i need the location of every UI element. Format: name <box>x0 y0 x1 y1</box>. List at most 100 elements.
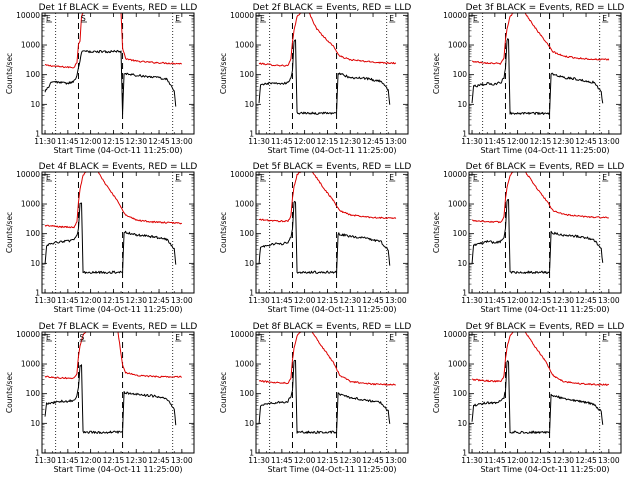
x-tick-label: 12:00 <box>294 137 316 146</box>
y-tick-label: 1000 <box>21 41 40 50</box>
x-tick-label: 11:30 <box>461 296 483 305</box>
flag-label: E <box>260 14 265 23</box>
panel-title: Det 4f BLACK = Events, RED = LLD <box>39 162 198 172</box>
y-tick-label: 100 <box>453 229 468 238</box>
x-axis-label: Start Time (04-Oct-11 11:25:00) <box>267 305 396 314</box>
y-axis-label: Counts/sec <box>219 53 228 94</box>
flag-label: E <box>175 14 180 23</box>
x-tick-label: 11:45 <box>271 456 293 465</box>
y-tick-label: 10000 <box>443 11 467 20</box>
y-tick-label: 10 <box>244 419 254 428</box>
x-axis-label: Start Time (04-Oct-11 11:25:00) <box>53 465 182 474</box>
y-tick-label: 1 <box>35 130 40 139</box>
lld-series-line <box>258 172 397 223</box>
x-tick-label: 12:15 <box>530 296 552 305</box>
panel-traces <box>44 332 182 434</box>
y-tick-label: 1 <box>249 289 254 298</box>
x-tick-label: 13:00 <box>598 137 620 146</box>
x-tick-label: 12:00 <box>507 137 529 146</box>
x-tick-label: 12:45 <box>148 137 170 146</box>
panel-traces <box>471 332 610 434</box>
panel-title: Det 3f BLACK = Events, RED = LLD <box>466 3 625 13</box>
flag-label: E <box>602 333 607 342</box>
y-axis-label: Counts/sec <box>432 53 441 94</box>
panel-traces <box>471 172 609 274</box>
y-tick-label: 1000 <box>21 360 40 369</box>
y-tick-label: 10000 <box>230 11 254 20</box>
events-series-line <box>258 39 391 115</box>
y-tick-label: 1000 <box>235 360 254 369</box>
y-tick-label: 10 <box>457 419 467 428</box>
x-tick-label: 11:45 <box>57 137 79 146</box>
plot-frame <box>41 12 195 135</box>
x-tick-label: 12:30 <box>125 137 147 146</box>
plot-frame <box>41 331 195 454</box>
x-tick-label: 13:00 <box>598 296 620 305</box>
y-tick-label: 10000 <box>230 170 254 179</box>
x-tick-label: 12:45 <box>148 296 170 305</box>
x-axis-label: Start Time (04-Oct-11 11:25:00) <box>267 146 396 155</box>
x-tick-label: 12:30 <box>339 137 361 146</box>
x-tick-label: 12:00 <box>294 456 316 465</box>
panel-title: Det 6f BLACK = Events, RED = LLD <box>466 162 625 172</box>
flag-label: E <box>175 173 180 182</box>
x-tick-label: 11:30 <box>248 456 270 465</box>
y-axis-label: Counts/sec <box>219 212 228 253</box>
flag-label: E <box>175 333 180 342</box>
panel-title: Det 8f BLACK = Events, RED = LLD <box>253 322 412 332</box>
y-tick-label: 1 <box>249 130 254 139</box>
y-axis-label: Counts/sec <box>5 53 14 94</box>
plot-frame <box>255 12 409 135</box>
panel-title: Det 9f BLACK = Events, RED = LLD <box>466 322 625 332</box>
plot-frame <box>468 331 622 454</box>
x-tick-label: 12:30 <box>339 456 361 465</box>
y-tick-label: 10000 <box>443 170 467 179</box>
x-tick-label: 12:45 <box>362 456 384 465</box>
x-axis-label: Start Time (04-Oct-11 11:25:00) <box>267 465 396 474</box>
x-axis-label: Start Time (04-Oct-11 11:25:00) <box>480 465 609 474</box>
x-tick-label: 13:00 <box>385 456 407 465</box>
plot-frame <box>255 331 409 454</box>
y-tick-label: 1000 <box>448 360 467 369</box>
y-axis-label: Counts/sec <box>219 372 228 413</box>
flag-label: E <box>389 14 394 23</box>
x-tick-label: 12:45 <box>575 296 597 305</box>
y-tick-label: 1 <box>35 289 40 298</box>
events-series-line <box>258 200 391 274</box>
x-tick-label: 12:15 <box>103 137 125 146</box>
y-tick-label: 10000 <box>16 330 40 339</box>
y-tick-label: 1000 <box>448 41 467 50</box>
x-tick-label: 12:15 <box>103 296 125 305</box>
x-tick-label: 12:30 <box>552 456 574 465</box>
y-tick-label: 100 <box>26 389 41 398</box>
y-axis-label: Counts/sec <box>5 212 14 253</box>
y-tick-label: 100 <box>453 389 468 398</box>
panel-traces <box>44 172 183 274</box>
y-tick-label: 1 <box>462 289 467 298</box>
x-tick-label: 12:15 <box>103 456 125 465</box>
y-tick-label: 1 <box>35 449 40 458</box>
flag-label: E <box>602 173 607 182</box>
x-tick-label: 13:00 <box>171 137 193 146</box>
x-tick-label: 13:00 <box>385 137 407 146</box>
x-tick-label: 13:00 <box>598 456 620 465</box>
events-series-line <box>44 202 177 274</box>
lld-series-line <box>258 332 396 386</box>
flag-label: E <box>602 14 607 23</box>
x-tick-label: 11:30 <box>461 456 483 465</box>
flag-label: E <box>473 333 478 342</box>
x-tick-label: 11:30 <box>461 137 483 146</box>
y-tick-label: 10 <box>30 100 40 109</box>
flag-label: E <box>46 173 51 182</box>
y-tick-label: 1000 <box>235 41 254 50</box>
panel-title: Det 2f BLACK = Events, RED = LLD <box>253 3 412 13</box>
plot-frame <box>468 171 622 294</box>
x-tick-label: 11:30 <box>34 137 56 146</box>
x-axis-label: Start Time (04-Oct-11 11:25:00) <box>480 146 609 155</box>
